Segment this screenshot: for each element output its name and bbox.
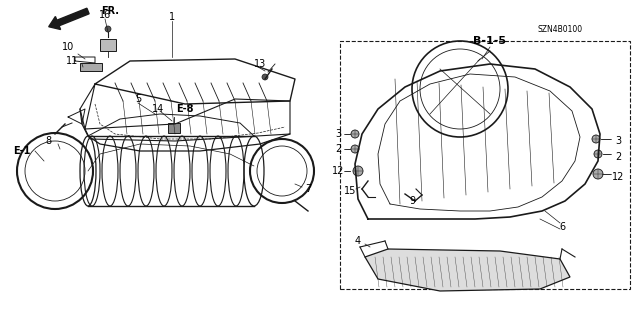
- Circle shape: [353, 166, 363, 176]
- Text: 11: 11: [66, 56, 78, 66]
- Text: 4: 4: [355, 236, 361, 246]
- Text: 7: 7: [305, 184, 311, 194]
- Polygon shape: [365, 249, 570, 291]
- Bar: [168, 123, 180, 133]
- Text: 15: 15: [344, 186, 356, 196]
- Text: 5: 5: [135, 94, 141, 104]
- Text: 3: 3: [335, 129, 341, 139]
- Circle shape: [592, 135, 600, 143]
- Circle shape: [593, 169, 603, 179]
- Text: 12: 12: [612, 172, 624, 182]
- Bar: [340, 41, 630, 289]
- Text: 14: 14: [152, 104, 164, 114]
- Text: 1: 1: [169, 12, 175, 22]
- Text: 8: 8: [45, 136, 51, 146]
- Circle shape: [105, 26, 111, 32]
- Text: 9: 9: [409, 196, 415, 206]
- Text: 10: 10: [62, 42, 74, 52]
- Text: 12: 12: [332, 166, 344, 176]
- Text: SZN4B0100: SZN4B0100: [538, 25, 582, 33]
- Text: E-1: E-1: [13, 146, 31, 156]
- Circle shape: [351, 130, 359, 138]
- Text: 2: 2: [335, 144, 341, 154]
- Circle shape: [594, 150, 602, 158]
- FancyArrow shape: [49, 8, 89, 29]
- Text: 2: 2: [615, 152, 621, 162]
- Circle shape: [262, 74, 268, 80]
- Text: B-1-5: B-1-5: [474, 36, 506, 46]
- Circle shape: [351, 145, 359, 153]
- Text: 6: 6: [559, 222, 565, 232]
- Text: 13: 13: [254, 59, 266, 69]
- Text: E-8: E-8: [176, 104, 194, 114]
- Text: FR.: FR.: [101, 6, 119, 16]
- FancyBboxPatch shape: [100, 39, 116, 51]
- Text: 3: 3: [615, 136, 621, 146]
- Bar: [80, 63, 102, 71]
- Text: 16: 16: [99, 10, 111, 20]
